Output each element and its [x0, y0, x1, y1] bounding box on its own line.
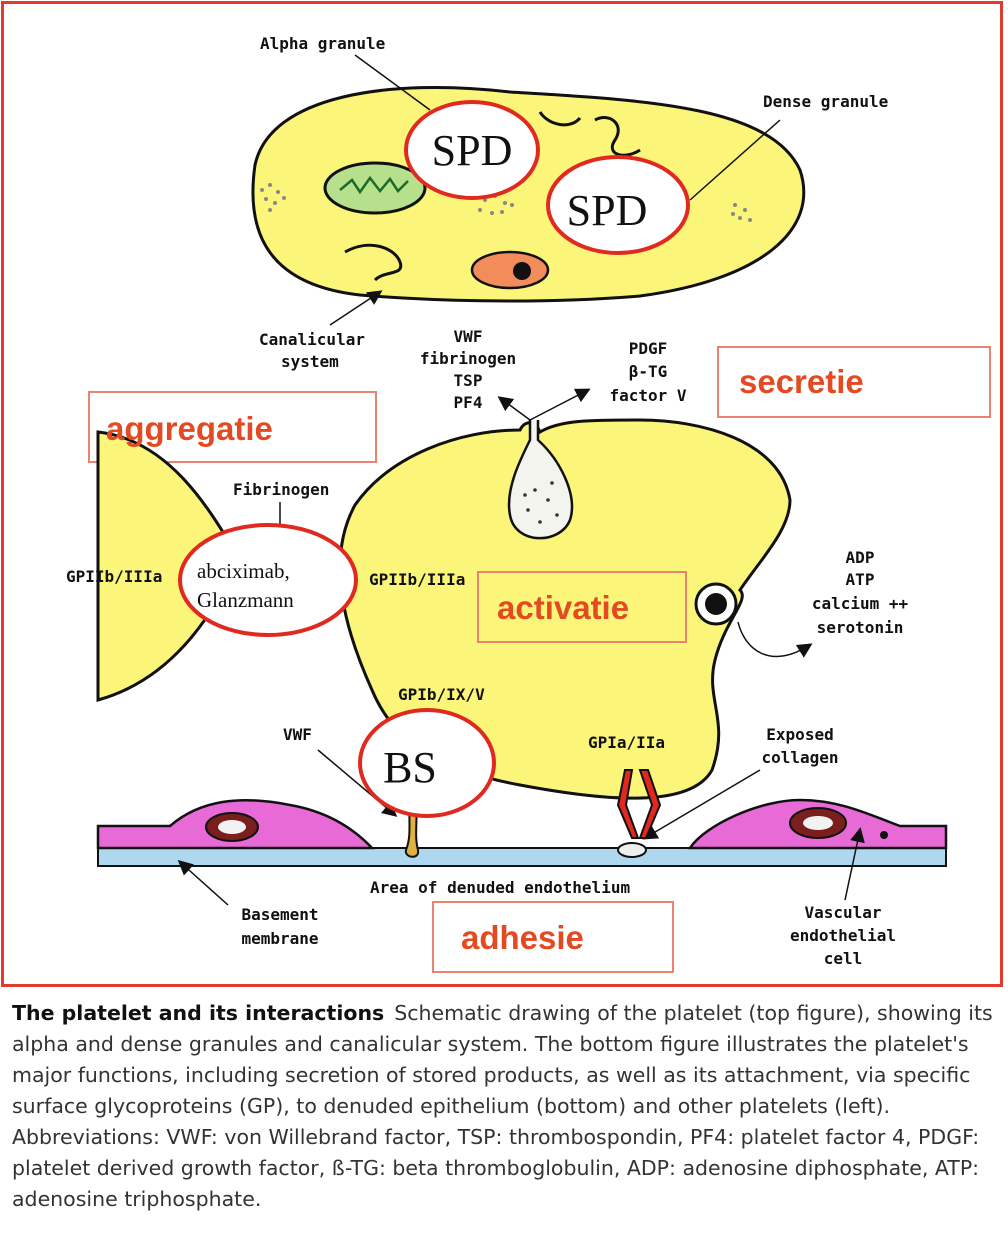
svg-text:activatie: activatie — [497, 589, 629, 626]
vessel-wall — [96, 769, 948, 867]
gp1b-label: GPIb/IX/V — [398, 685, 485, 704]
svg-text:adhesie: adhesie — [461, 919, 584, 956]
collagen-arrow — [642, 769, 761, 840]
secreted-alpha-products: VWF fibrinogen TSP PF4 — [420, 327, 516, 412]
spd-annotation-2: SPD — [546, 155, 690, 255]
basement-label-2: membrane — [241, 929, 318, 948]
secretion-arrow-left — [497, 396, 531, 421]
canalicular-label-1: Canalicular — [259, 330, 365, 349]
platelet-diagram: Alpha granule Dense granule Canalicular … — [66, 34, 991, 973]
svg-text:abciximab,: abciximab, — [197, 559, 290, 583]
secreted-dense-products: PDGF β-TG factor V — [609, 339, 686, 405]
dense-release-arrow — [737, 621, 813, 658]
svg-text:serotonin: serotonin — [817, 618, 904, 637]
vascular-label-3: cell — [824, 949, 863, 968]
bs-annotation: BS — [358, 708, 496, 818]
canalicular-label-2: system — [281, 352, 339, 371]
svg-text:PF4: PF4 — [454, 393, 483, 412]
svg-text:SPD: SPD — [567, 186, 648, 235]
tag-secretie: secretie — [717, 346, 991, 418]
svg-text:fibrinogen: fibrinogen — [420, 349, 516, 368]
vwf-bottom-label: VWF — [283, 725, 312, 744]
vascular-arrow — [844, 827, 865, 901]
tag-aggregatie — [88, 391, 377, 463]
svg-text:Glanzmann: Glanzmann — [197, 588, 294, 612]
svg-text:β-TG: β-TG — [629, 362, 668, 381]
mitochondrion — [323, 161, 427, 215]
exposed-collagen-label-2: collagen — [761, 748, 838, 767]
gp2b3a-left-label: GPIIb/IIIa — [66, 567, 162, 586]
svg-text:SPD: SPD — [432, 126, 513, 175]
svg-text:ADP: ADP — [846, 548, 875, 567]
activated-platelet — [338, 418, 792, 800]
exposed-collagen-label-1: Exposed — [766, 725, 833, 744]
gp2b3a-right-label: GPIIb/IIIa — [369, 570, 465, 589]
dense-granule-label: Dense granule — [763, 92, 888, 111]
alpha-granule-leader — [354, 54, 431, 111]
spd-annotation-1: SPD — [404, 100, 540, 200]
basement-arrow — [177, 859, 229, 906]
figure-caption: The platelet and its interactions Schemat… — [12, 998, 997, 1215]
gp1a-label: GPIa/IIa — [588, 733, 665, 752]
tag-activatie: activatie — [477, 571, 687, 643]
canalicular-arrow — [329, 290, 383, 326]
resting-platelet — [251, 86, 806, 303]
fibrinogen-label: Fibrinogen — [233, 480, 329, 499]
figure-frame — [1, 1, 1003, 987]
svg-text:TSP: TSP — [454, 371, 483, 390]
tag-adhesie: adhesie — [432, 901, 674, 973]
svg-text:BS: BS — [383, 743, 437, 792]
svg-text:ATP: ATP — [846, 570, 875, 589]
vascular-label-1: Vascular — [804, 903, 881, 922]
tag-aggregatie-label: aggregatie — [106, 410, 273, 447]
svg-text:factor V: factor V — [609, 386, 686, 405]
dense-granule-leader — [689, 119, 781, 201]
denuded-label: Area of denuded endothelium — [370, 878, 630, 897]
alpha-granule-label: Alpha granule — [260, 34, 385, 53]
drug-annotation: abciximab, Glanzmann — [178, 523, 358, 637]
caption-title: The platelet and its interactions — [12, 1001, 385, 1025]
svg-text:VWF: VWF — [454, 327, 483, 346]
svg-text:secretie: secretie — [739, 363, 864, 400]
dense-release-products: ADP ATP calcium ++ serotonin — [812, 548, 909, 637]
vascular-label-2: endothelial — [790, 926, 896, 945]
svg-text:calcium ++: calcium ++ — [812, 594, 909, 613]
caption-text: Schematic drawing of the platelet (top f… — [12, 1001, 993, 1211]
secretion-arrow-right — [529, 388, 591, 421]
svg-text:PDGF: PDGF — [629, 339, 668, 358]
basement-label-1: Basement — [241, 905, 318, 924]
